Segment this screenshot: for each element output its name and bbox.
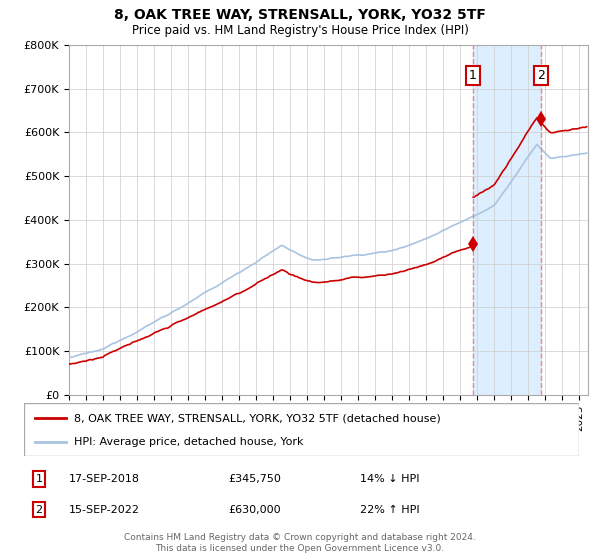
Text: 15-SEP-2022: 15-SEP-2022 <box>69 505 140 515</box>
Text: £630,000: £630,000 <box>228 505 281 515</box>
Bar <box>473 45 541 395</box>
Text: 22% ↑ HPI: 22% ↑ HPI <box>360 505 419 515</box>
FancyBboxPatch shape <box>24 403 579 456</box>
Text: 14% ↓ HPI: 14% ↓ HPI <box>360 474 419 484</box>
Text: 8, OAK TREE WAY, STRENSALL, YORK, YO32 5TF: 8, OAK TREE WAY, STRENSALL, YORK, YO32 5… <box>114 8 486 22</box>
Text: 1: 1 <box>469 69 476 82</box>
Text: 1: 1 <box>35 474 43 484</box>
Text: 2: 2 <box>537 69 545 82</box>
Text: 8, OAK TREE WAY, STRENSALL, YORK, YO32 5TF (detached house): 8, OAK TREE WAY, STRENSALL, YORK, YO32 5… <box>74 413 440 423</box>
Text: 2: 2 <box>35 505 43 515</box>
Text: HPI: Average price, detached house, York: HPI: Average price, detached house, York <box>74 436 304 446</box>
Text: £345,750: £345,750 <box>228 474 281 484</box>
Text: 17-SEP-2018: 17-SEP-2018 <box>69 474 140 484</box>
Text: Price paid vs. HM Land Registry's House Price Index (HPI): Price paid vs. HM Land Registry's House … <box>131 24 469 36</box>
Text: Contains HM Land Registry data © Crown copyright and database right 2024.
This d: Contains HM Land Registry data © Crown c… <box>124 533 476 553</box>
